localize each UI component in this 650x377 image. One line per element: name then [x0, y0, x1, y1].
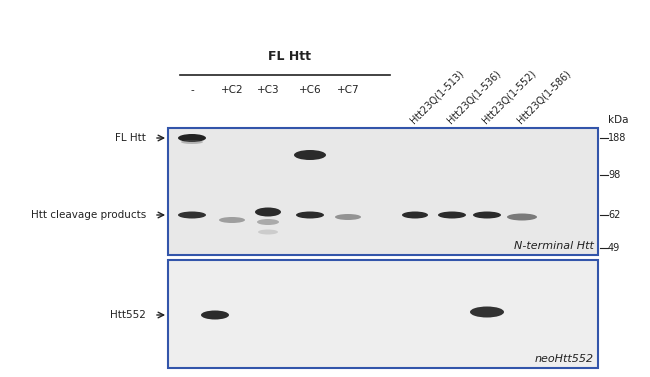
- Ellipse shape: [258, 230, 278, 234]
- Text: Htt23Q(1-513): Htt23Q(1-513): [408, 68, 465, 125]
- Ellipse shape: [257, 219, 279, 225]
- Text: 62: 62: [608, 210, 620, 220]
- Bar: [168, 260, 598, 368]
- Text: kDa: kDa: [608, 115, 629, 125]
- Text: neoHtt552: neoHtt552: [535, 354, 594, 364]
- Bar: [168, 128, 598, 255]
- Ellipse shape: [507, 213, 537, 221]
- Text: Htt23Q(1-552): Htt23Q(1-552): [480, 67, 538, 125]
- Text: Htt cleavage products: Htt cleavage products: [31, 210, 146, 220]
- Text: N-terminal Htt: N-terminal Htt: [514, 241, 594, 251]
- Text: 49: 49: [608, 243, 620, 253]
- Ellipse shape: [335, 214, 361, 220]
- Ellipse shape: [296, 211, 324, 219]
- Ellipse shape: [181, 140, 203, 144]
- Ellipse shape: [402, 211, 428, 219]
- Text: -: -: [190, 85, 194, 95]
- Ellipse shape: [178, 134, 206, 142]
- Text: +C6: +C6: [299, 85, 321, 95]
- Ellipse shape: [473, 211, 501, 219]
- Ellipse shape: [201, 311, 229, 319]
- Text: Htt23Q(1-586): Htt23Q(1-586): [515, 68, 572, 125]
- Ellipse shape: [294, 150, 326, 160]
- Text: 188: 188: [608, 133, 627, 143]
- Text: FL Htt: FL Htt: [268, 51, 311, 63]
- Ellipse shape: [219, 217, 245, 223]
- Ellipse shape: [255, 207, 281, 216]
- Text: +C3: +C3: [257, 85, 280, 95]
- Ellipse shape: [470, 307, 504, 317]
- Text: Htt552: Htt552: [110, 310, 146, 320]
- Text: Htt23Q(1-536): Htt23Q(1-536): [445, 68, 502, 125]
- Text: 98: 98: [608, 170, 620, 180]
- Ellipse shape: [438, 211, 466, 219]
- Text: +C2: +C2: [221, 85, 243, 95]
- Text: +C7: +C7: [337, 85, 359, 95]
- Text: FL Htt: FL Htt: [115, 133, 146, 143]
- Ellipse shape: [178, 211, 206, 219]
